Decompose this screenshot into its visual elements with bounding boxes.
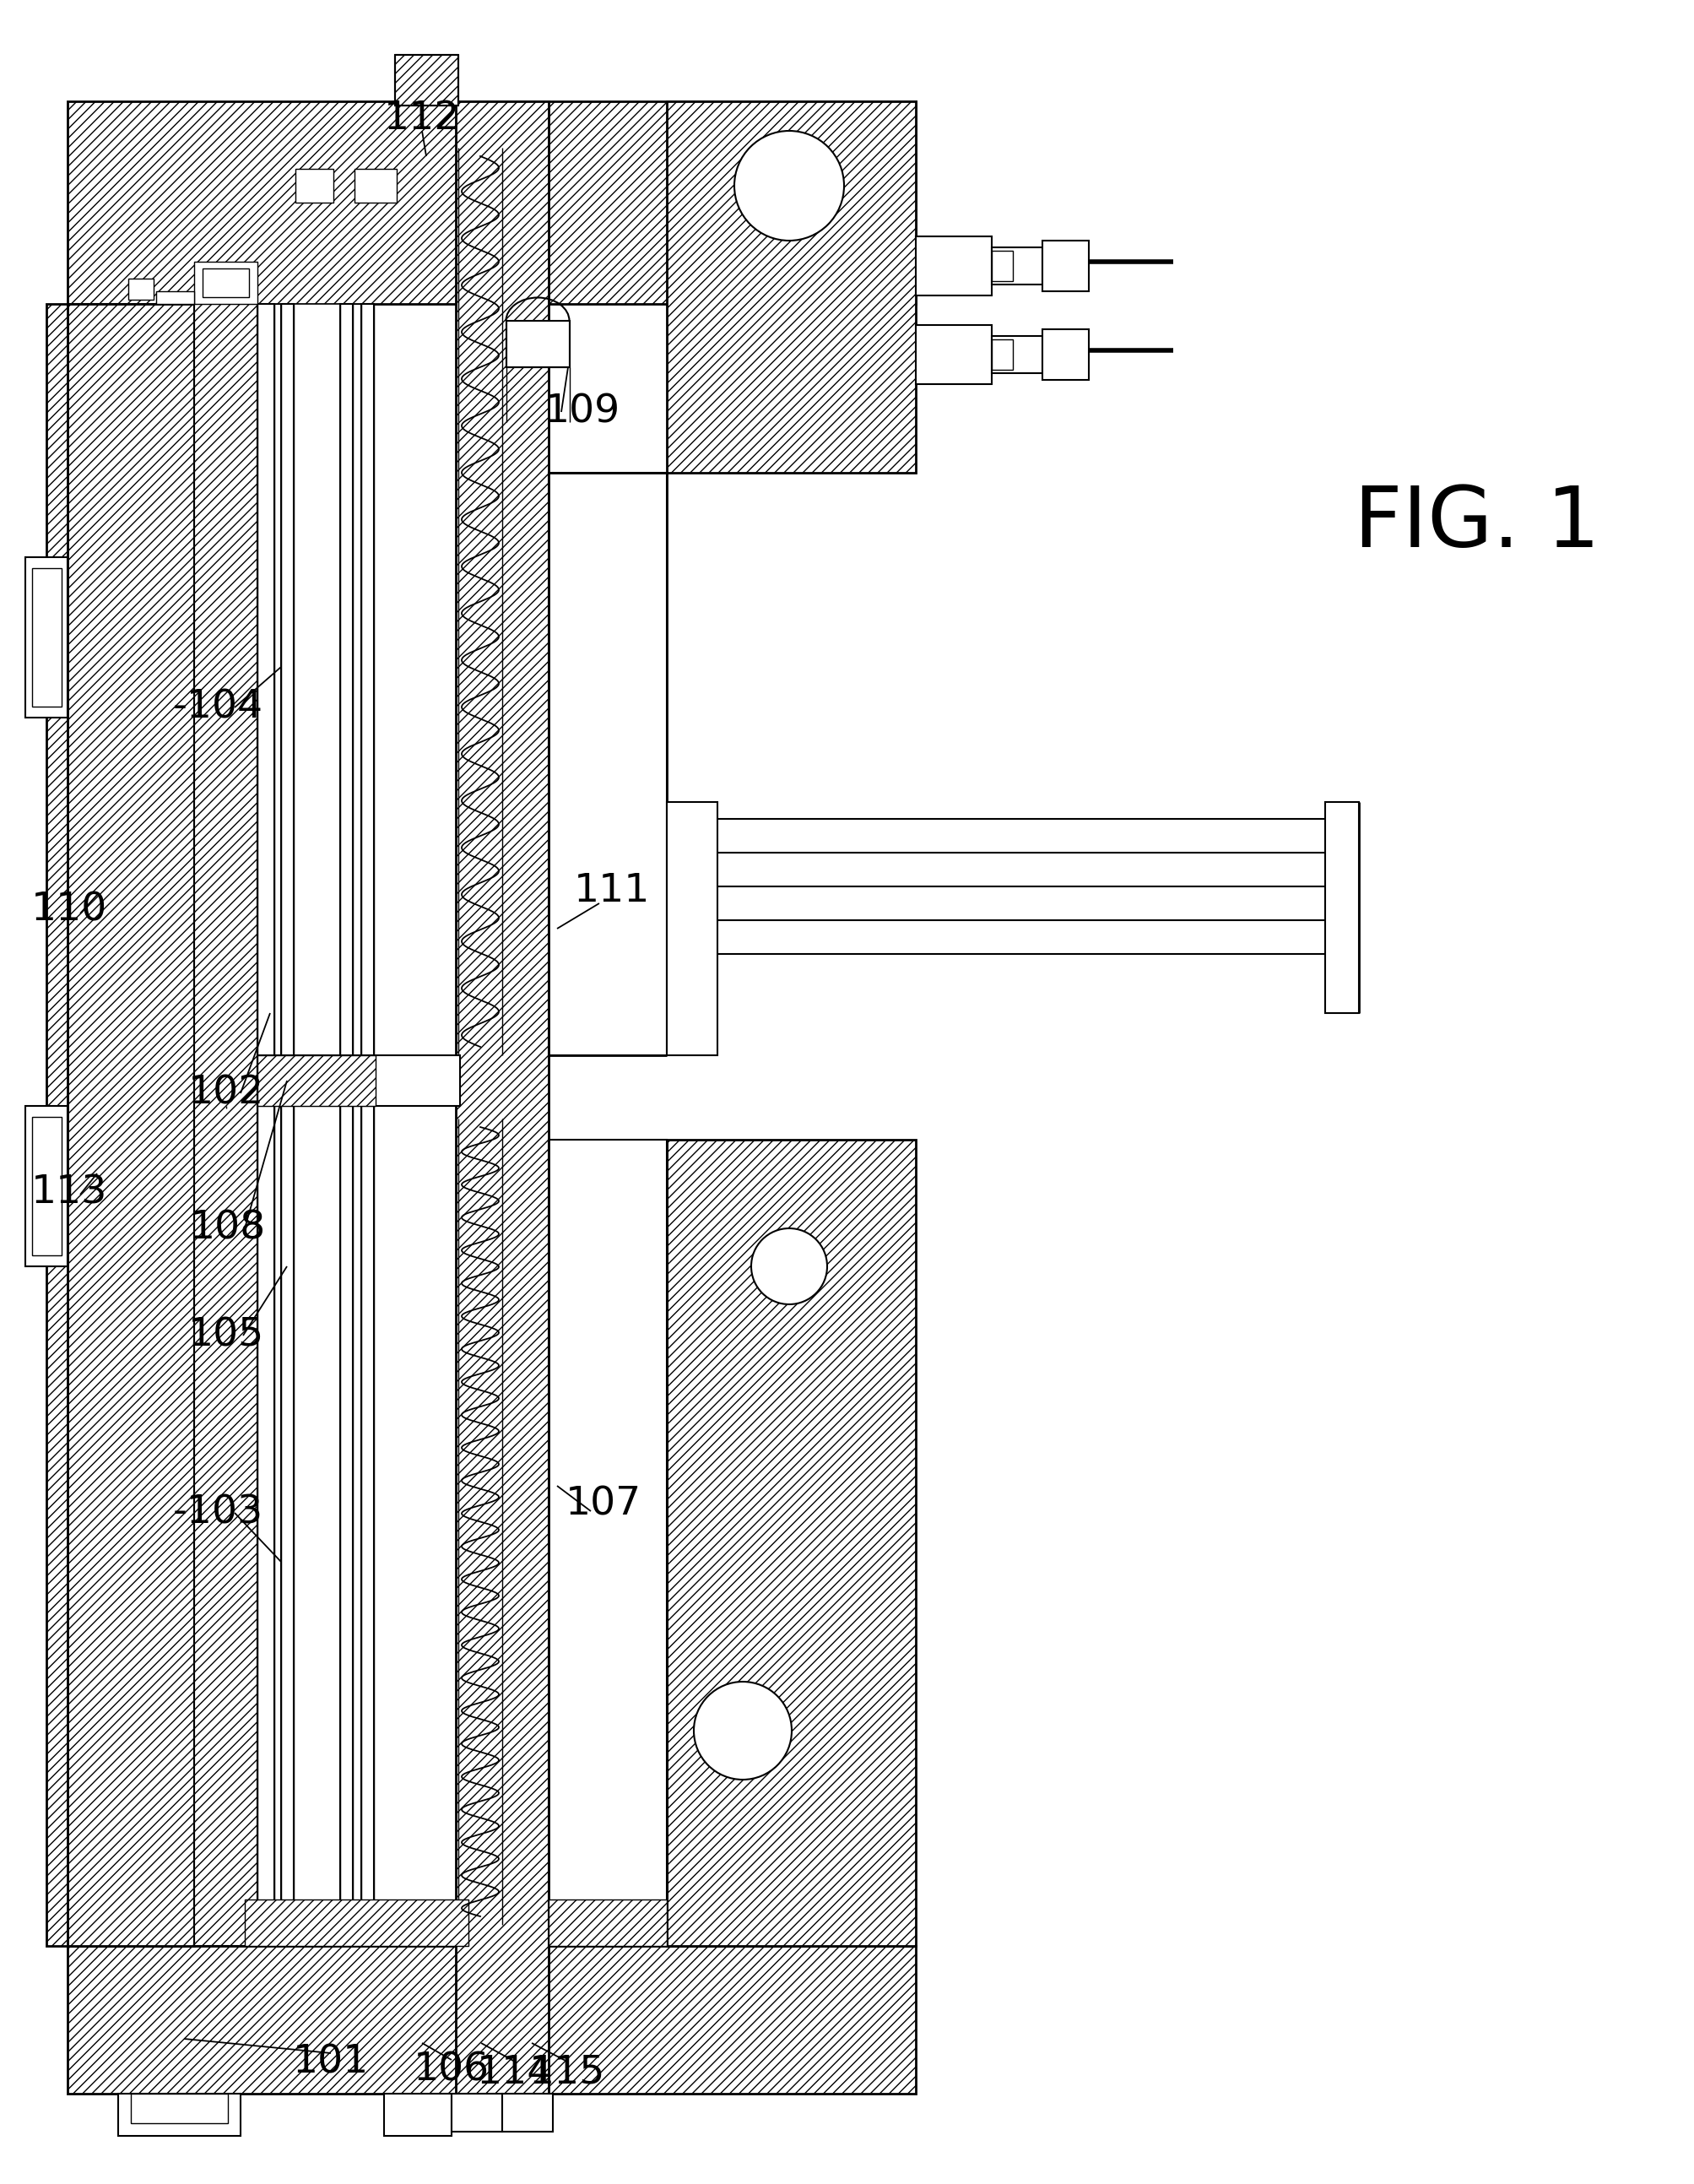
Bar <box>991 339 1013 369</box>
Bar <box>156 290 195 304</box>
Bar <box>501 2094 552 2132</box>
Bar <box>257 1055 376 1105</box>
Bar <box>195 262 257 304</box>
Bar <box>129 280 154 299</box>
Bar <box>293 304 340 1946</box>
Bar <box>352 304 361 1946</box>
Bar <box>667 1140 916 1946</box>
Text: 106: 106 <box>413 2051 490 2090</box>
Bar <box>385 2094 452 2136</box>
Bar <box>32 568 61 708</box>
Bar <box>549 1140 667 1946</box>
Text: 115: 115 <box>529 2053 605 2092</box>
Bar <box>274 304 281 1946</box>
Bar <box>32 1116 61 1256</box>
Bar <box>452 2094 501 2132</box>
Bar <box>295 168 334 203</box>
Bar <box>361 304 374 1946</box>
Bar <box>991 251 1013 282</box>
Text: -103: -103 <box>173 1494 263 1531</box>
Bar <box>667 802 718 1055</box>
Bar <box>46 304 68 1946</box>
Text: 111: 111 <box>574 871 650 911</box>
Bar <box>1042 330 1089 380</box>
Circle shape <box>695 1682 791 1780</box>
Bar <box>257 1055 461 1105</box>
Text: 102: 102 <box>188 1075 264 1112</box>
Bar <box>340 304 352 1946</box>
Bar <box>68 304 195 1946</box>
Bar <box>991 336 1042 373</box>
Bar <box>916 325 991 384</box>
Bar <box>25 557 68 719</box>
Bar <box>68 100 916 304</box>
Circle shape <box>750 1227 827 1304</box>
Bar <box>507 321 569 367</box>
Circle shape <box>734 131 844 240</box>
Text: 105: 105 <box>188 1317 264 1354</box>
Bar <box>456 100 549 2094</box>
Bar <box>195 304 257 1946</box>
Bar <box>667 100 916 472</box>
Bar <box>991 247 1042 284</box>
Bar <box>244 1900 469 1946</box>
Text: 114: 114 <box>476 2053 552 2092</box>
Text: 108: 108 <box>190 1210 266 1247</box>
Text: 110: 110 <box>30 891 107 928</box>
Bar <box>257 304 274 1946</box>
Bar <box>281 304 293 1946</box>
Bar <box>1325 802 1359 1013</box>
Text: 113: 113 <box>30 1173 107 1212</box>
Bar <box>203 269 249 297</box>
Bar <box>119 2094 241 2136</box>
Text: FIG. 1: FIG. 1 <box>1354 483 1601 563</box>
Bar <box>395 55 459 105</box>
Text: -104: -104 <box>173 688 263 727</box>
Bar <box>68 1946 916 2094</box>
Bar <box>549 472 667 1055</box>
Bar <box>354 168 396 203</box>
Bar <box>549 1900 667 1946</box>
Bar <box>916 236 991 295</box>
Bar <box>25 1105 68 1267</box>
Bar <box>130 2094 229 2123</box>
Text: 107: 107 <box>566 1485 642 1524</box>
Text: 112: 112 <box>385 98 461 138</box>
Text: 101: 101 <box>293 2044 369 2081</box>
Text: 109: 109 <box>544 393 620 430</box>
Bar <box>1042 240 1089 290</box>
